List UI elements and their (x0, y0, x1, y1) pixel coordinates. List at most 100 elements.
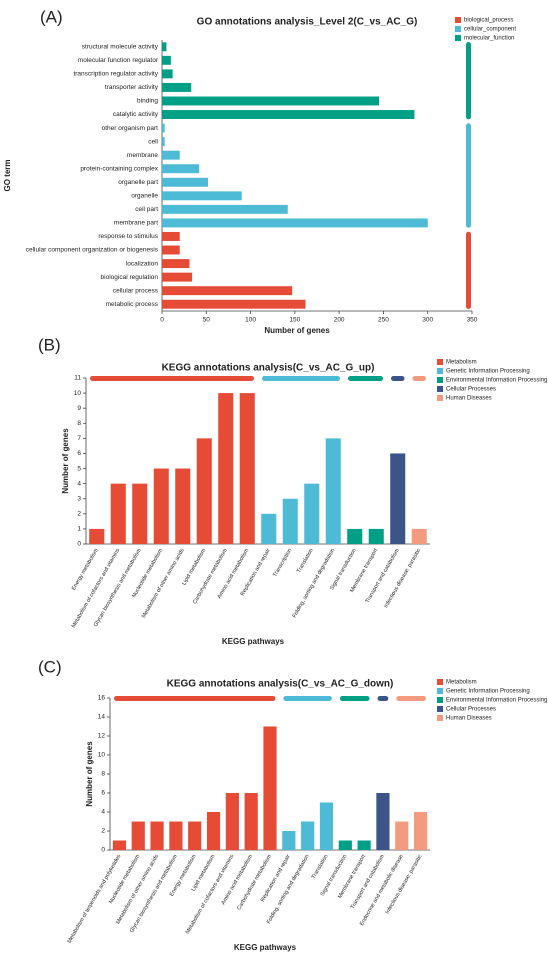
bar (395, 821, 409, 850)
legend-swatch (455, 35, 461, 41)
x-tick-label: 0 (160, 317, 164, 324)
bar (196, 438, 212, 544)
y-tick-label: 4 (101, 809, 105, 816)
group-bar (339, 696, 370, 701)
y-tick-label: catalytic activity (113, 111, 159, 118)
group-bar (348, 376, 383, 381)
group-bar (466, 123, 471, 228)
bar (301, 821, 315, 850)
chart-title: KEGG annotations analysis(C_vs_AC_G_up) (162, 363, 375, 374)
bar (225, 793, 239, 850)
bar (162, 245, 180, 255)
legend-label: Human Diseases (446, 716, 492, 722)
y-tick-label: 2 (77, 511, 81, 518)
legend-swatch (437, 377, 443, 383)
bar (162, 69, 173, 79)
y-tick-label: organelle (131, 193, 158, 200)
group-bar (396, 696, 426, 701)
bar (218, 393, 234, 544)
y-tick-label: membrane (127, 152, 158, 159)
x-tick-label: 50 (203, 317, 211, 324)
bar (261, 513, 277, 544)
legend-swatch (437, 697, 443, 703)
bar (338, 840, 352, 850)
legend-label: Environmental Information Processing (446, 378, 547, 384)
group-bar (412, 376, 426, 381)
y-tick-label: 0 (101, 847, 105, 854)
y-tick-label: structural molecule activity (82, 43, 159, 50)
group-bar (466, 42, 471, 120)
x-tick-label: 350 (467, 317, 478, 324)
bar (162, 218, 428, 228)
bar (282, 498, 298, 544)
legend-label: Genetic Information Processing (446, 689, 530, 695)
legend-label: Genetic Information Processing (446, 369, 530, 375)
y-tick-label: 9 (77, 405, 81, 412)
y-tick-label: cellular process (113, 287, 159, 294)
bar (162, 259, 190, 269)
y-tick-label: 11 (74, 375, 81, 382)
bar (110, 483, 126, 544)
bar (162, 123, 165, 133)
bar (162, 286, 293, 296)
x-tick-label: Infectious disease: parasitic (385, 854, 424, 916)
y-tick-label: 3 (77, 495, 81, 502)
legend-label: Cellular Processes (446, 387, 496, 393)
legend-label: Cellular Processes (446, 707, 496, 713)
bar (175, 468, 191, 544)
legend-swatch (437, 715, 443, 721)
y-tick-label: 8 (101, 771, 105, 778)
y-tick-label: 4 (77, 480, 81, 487)
y-tick-label: cell (148, 138, 158, 145)
bar (244, 793, 258, 850)
y-tick-label: 16 (98, 695, 106, 702)
bar (188, 821, 202, 850)
legend-swatch (437, 359, 443, 365)
y-tick-label: protein-containing complex (80, 165, 158, 172)
panel-label: (B) (38, 335, 61, 354)
group-bar (114, 696, 276, 701)
bar (162, 191, 242, 201)
legend-swatch (437, 386, 443, 392)
legend-label: Human Diseases (446, 396, 492, 402)
panel-label: (A) (40, 7, 63, 26)
y-tick-label: 14 (98, 714, 106, 721)
panel-label: (C) (38, 657, 62, 676)
x-tick-label: Folding, sorting and degradation (292, 548, 337, 619)
x-axis-label: KEGG pathways (222, 637, 285, 646)
bar (325, 438, 341, 544)
legend-label: molecular_function (464, 36, 514, 42)
bar (319, 802, 334, 850)
x-tick-label: Transport and catabolism (350, 853, 386, 910)
legend-label: cellular_component (464, 27, 516, 33)
legend-label: Metabolism (446, 360, 477, 366)
x-tick-label: 150 (289, 317, 300, 324)
chart-title: GO annotations analysis_Level 2(C_vs_AC_… (197, 17, 418, 28)
y-tick-label: 10 (74, 390, 82, 397)
bar (162, 150, 180, 160)
x-tick-label: 200 (334, 317, 345, 324)
bar (162, 232, 180, 241)
y-tick-label: transporter activity (105, 84, 159, 91)
y-tick-label: molecular function regulator (78, 57, 159, 64)
bar (390, 453, 406, 544)
y-tick-label: 12 (98, 733, 106, 740)
y-axis-label: Number of genes (85, 741, 94, 807)
y-tick-label: metabolic process (106, 301, 159, 308)
group-bar (90, 376, 254, 381)
x-tick-label: Translation (296, 548, 315, 574)
bar (153, 468, 169, 544)
legend-swatch (437, 368, 443, 374)
legend-label: Metabolism (446, 680, 477, 686)
y-tick-label: 8 (77, 420, 81, 427)
group-bar (262, 376, 340, 381)
bar (162, 299, 306, 309)
legend-swatch (437, 679, 443, 685)
bar (206, 812, 221, 850)
y-tick-label: 6 (101, 790, 105, 797)
y-tick-label: cellular component organization or bioge… (26, 247, 159, 254)
bar (169, 821, 183, 850)
bar (347, 528, 363, 544)
y-tick-label: 0 (77, 541, 81, 548)
